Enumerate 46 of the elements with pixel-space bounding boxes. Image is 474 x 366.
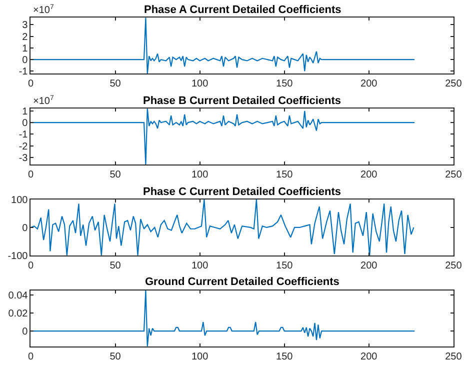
y-tick-label: 2 (22, 32, 28, 43)
y-tick-label: 0 (22, 118, 28, 130)
x-tick-label: 200 (360, 169, 378, 180)
y-tick-label: 3 (22, 20, 28, 32)
x-tick-label: 250 (445, 169, 462, 180)
x-tick-label: 150 (276, 351, 294, 362)
y-tick-label: 1 (22, 43, 28, 54)
y-tick-label: 0 (22, 222, 28, 234)
line-series (30, 290, 416, 346)
y-tick-label: -2 (18, 141, 28, 152)
line-series (30, 18, 416, 74)
x-tick-label: 50 (110, 351, 122, 362)
x-tick-label: 50 (110, 78, 122, 90)
x-tick-label: 50 (110, 169, 122, 180)
x-tick-label: 200 (360, 78, 378, 90)
x-tick-label: 150 (276, 260, 294, 272)
x-tick-label: 100 (191, 260, 209, 272)
y-tick-label: 0 (22, 326, 28, 338)
x-tick-label: 200 (360, 260, 378, 272)
y-tick-label: -1 (18, 130, 28, 141)
y-tick-label: 0.02 (8, 308, 28, 320)
y-tick-label: -3 (18, 153, 28, 164)
y-tick-label: 0 (22, 55, 28, 66)
line-series (30, 200, 414, 256)
x-tick-label: 150 (276, 169, 294, 180)
text: ×10$^{7}$ (33, 95, 54, 108)
y-tick-label: 0.04 (8, 290, 28, 302)
x-tick-label: 100 (191, 78, 209, 90)
x-tick-label: 50 (110, 260, 122, 272)
chart-title: Ground Current Detailed Coefficients (145, 276, 340, 288)
y-tick-label: -100 (8, 250, 28, 262)
x-tick-label: 100 (191, 351, 209, 362)
y-tick-label: -1 (18, 66, 28, 78)
chart-title: Phase A Current Detailed Coefficients (144, 4, 342, 16)
line-series (30, 108, 416, 164)
x-tick-label: 250 (445, 78, 462, 90)
x-tick-label: 250 (445, 260, 462, 272)
chart-title: Phase B Current Detailed Coefficients (143, 95, 342, 107)
y-tick-label: 1 (22, 106, 28, 118)
text: ×10$^{7}$ (33, 4, 54, 16)
x-tick-label: 100 (191, 169, 209, 180)
x-tick-label: 200 (360, 351, 378, 362)
chart-title: Phase C Current Detailed Coefficients (143, 186, 342, 198)
x-tick-label: 150 (276, 78, 294, 90)
y-tick-label: 100 (11, 195, 28, 206)
x-tick-label: 250 (445, 351, 462, 362)
